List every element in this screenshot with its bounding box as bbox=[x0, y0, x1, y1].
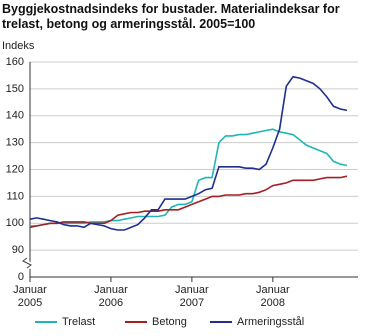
legend-label: Armeringsstål bbox=[237, 316, 304, 328]
y-axis-label: Indeks bbox=[2, 40, 35, 52]
series-line bbox=[30, 128, 348, 227]
y-tick-label: 90 bbox=[12, 244, 24, 256]
y-tick-label: 120 bbox=[6, 163, 24, 175]
series-line bbox=[29, 175, 348, 229]
y-tick-label: 150 bbox=[6, 83, 24, 95]
y-tick-label: 0 bbox=[18, 271, 24, 283]
y-tick-label: 130 bbox=[6, 137, 24, 149]
axis-break bbox=[22, 257, 32, 269]
y-tick-label: 100 bbox=[6, 217, 24, 229]
x-tick-label: Januar 2005 bbox=[13, 284, 47, 309]
x-tick-label: Januar 2007 bbox=[175, 284, 209, 309]
x-tick-label: Januar 2006 bbox=[94, 284, 128, 309]
y-tick-label: 160 bbox=[6, 56, 24, 68]
chart-title: Byggjekostnadsindeks for bustader. Mater… bbox=[2, 2, 340, 31]
series-line bbox=[29, 75, 348, 231]
legend-label: Betong bbox=[152, 316, 187, 328]
y-tick-label: 110 bbox=[6, 190, 24, 202]
legend-label: Trelast bbox=[62, 316, 95, 328]
x-tick-label: Januar 2008 bbox=[255, 284, 290, 309]
y-tick-label: 140 bbox=[6, 110, 24, 122]
